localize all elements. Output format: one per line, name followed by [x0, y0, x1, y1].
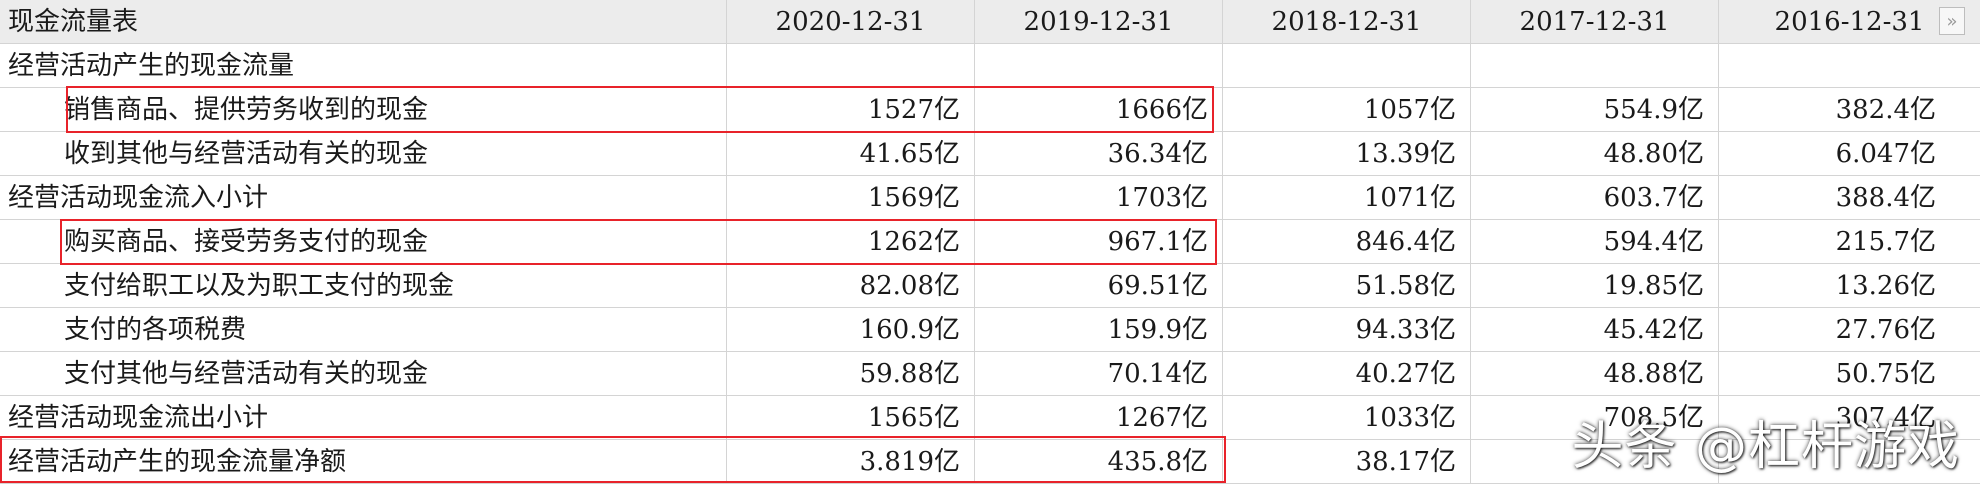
column-header[interactable]: 2017-12-31 — [1471, 0, 1719, 44]
table-cell — [727, 44, 975, 88]
table-cell: 27.76亿 — [1719, 308, 1980, 352]
row-label: 经营活动现金流入小计 — [0, 176, 727, 220]
table-cell — [1223, 44, 1471, 88]
row-label: 支付的各项税费 — [0, 308, 727, 352]
table-row: 销售商品、提供劳务收到的现金 1527亿 1666亿 1057亿 554.9亿 … — [0, 88, 1980, 132]
table-cell: 48.88亿 — [1471, 352, 1719, 396]
table-cell — [975, 44, 1223, 88]
table-cell: 1666亿 — [975, 88, 1223, 132]
table-row: 购买商品、接受劳务支付的现金 1262亿 967.1亿 846.4亿 594.4… — [0, 220, 1980, 264]
row-label: 经营活动产生的现金流量净额 — [0, 440, 727, 484]
table-cell: 1262亿 — [727, 220, 975, 264]
table-cell: 1569亿 — [727, 176, 975, 220]
row-label: 收到其他与经营活动有关的现金 — [0, 132, 727, 176]
table-cell: 1527亿 — [727, 88, 975, 132]
table-cell: 1703亿 — [975, 176, 1223, 220]
table-cell: 82.08亿 — [727, 264, 975, 308]
table-cell: 94.33亿 — [1223, 308, 1471, 352]
row-label: 经营活动现金流出小计 — [0, 396, 727, 440]
column-header[interactable]: 2019-12-31 — [975, 0, 1223, 44]
table-row: 经营活动产生的现金流量 — [0, 44, 1980, 88]
table-cell: 13.39亿 — [1223, 132, 1471, 176]
table-cell — [1471, 440, 1719, 484]
table-cell: 70.14亿 — [975, 352, 1223, 396]
table-cell: 50.75亿 — [1719, 352, 1980, 396]
table-cell: 1267亿 — [975, 396, 1223, 440]
table-cell: 603.7亿 — [1471, 176, 1719, 220]
table-row: 经营活动现金流入小计 1569亿 1703亿 1071亿 603.7亿 388.… — [0, 176, 1980, 220]
column-header[interactable]: 2020-12-31 — [727, 0, 975, 44]
table-cell: 388.4亿 — [1719, 176, 1980, 220]
table-row: 支付其他与经营活动有关的现金 59.88亿 70.14亿 40.27亿 48.8… — [0, 352, 1980, 396]
watermark: 头条 @杠杆游戏 — [1571, 404, 1960, 479]
table-cell: 160.9亿 — [727, 308, 975, 352]
table-cell: 59.88亿 — [727, 352, 975, 396]
table-cell: 215.7亿 — [1719, 220, 1980, 264]
table-cell: 1565亿 — [727, 396, 975, 440]
table-cell: 967.1亿 — [975, 220, 1223, 264]
table-cell — [1719, 44, 1980, 88]
table-title: 现金流量表 — [0, 0, 727, 44]
table-header: 现金流量表 2020-12-31 2019-12-31 2018-12-31 2… — [0, 0, 1980, 44]
table-row: 经营活动产生的现金流量净额 3.819亿 435.8亿 38.17亿 — [0, 440, 1980, 484]
row-label: 支付给职工以及为职工支付的现金 — [0, 264, 727, 308]
table-cell: 41.65亿 — [727, 132, 975, 176]
expand-columns-icon[interactable]: » — [1939, 7, 1965, 35]
column-header[interactable]: 2016-12-31 — [1719, 0, 1980, 44]
table-cell: 307.4亿 — [1719, 396, 1980, 440]
table-cell: 40.27亿 — [1223, 352, 1471, 396]
watermark-text: 头条 @杠杆游戏 — [1571, 417, 1960, 477]
table-cell: 51.58亿 — [1223, 264, 1471, 308]
table-cell: 19.85亿 — [1471, 264, 1719, 308]
column-header[interactable]: 2018-12-31 — [1223, 0, 1471, 44]
table-cell: 45.42亿 — [1471, 308, 1719, 352]
table-cell: 3.819亿 — [727, 440, 975, 484]
table-cell: 159.9亿 — [975, 308, 1223, 352]
row-label: 购买商品、接受劳务支付的现金 — [0, 220, 727, 264]
table-cell: 38.17亿 — [1223, 440, 1471, 484]
table-cell: 594.4亿 — [1471, 220, 1719, 264]
table-cell: 36.34亿 — [975, 132, 1223, 176]
table-cell: 69.51亿 — [975, 264, 1223, 308]
row-label: 销售商品、提供劳务收到的现金 — [0, 88, 727, 132]
table-cell: 382.4亿 — [1719, 88, 1980, 132]
table-cell: 846.4亿 — [1223, 220, 1471, 264]
table-row: 支付的各项税费 160.9亿 159.9亿 94.33亿 45.42亿 27.7… — [0, 308, 1980, 352]
table-row: 收到其他与经营活动有关的现金 41.65亿 36.34亿 13.39亿 48.8… — [0, 132, 1980, 176]
table-cell: 1057亿 — [1223, 88, 1471, 132]
table-cell — [1471, 44, 1719, 88]
table-cell: 554.9亿 — [1471, 88, 1719, 132]
table-cell: 708.5亿 — [1471, 396, 1719, 440]
table-cell: 435.8亿 — [975, 440, 1223, 484]
row-label: 经营活动产生的现金流量 — [0, 44, 727, 88]
table-cell: 1033亿 — [1223, 396, 1471, 440]
table-row: 支付给职工以及为职工支付的现金 82.08亿 69.51亿 51.58亿 19.… — [0, 264, 1980, 308]
table-cell: 6.047亿 — [1719, 132, 1980, 176]
table-cell: 1071亿 — [1223, 176, 1471, 220]
table-cell — [1719, 440, 1980, 484]
table-cell: 13.26亿 — [1719, 264, 1980, 308]
table-row: 经营活动现金流出小计 1565亿 1267亿 1033亿 708.5亿 307.… — [0, 396, 1980, 440]
table-cell: 48.80亿 — [1471, 132, 1719, 176]
row-label: 支付其他与经营活动有关的现金 — [0, 352, 727, 396]
